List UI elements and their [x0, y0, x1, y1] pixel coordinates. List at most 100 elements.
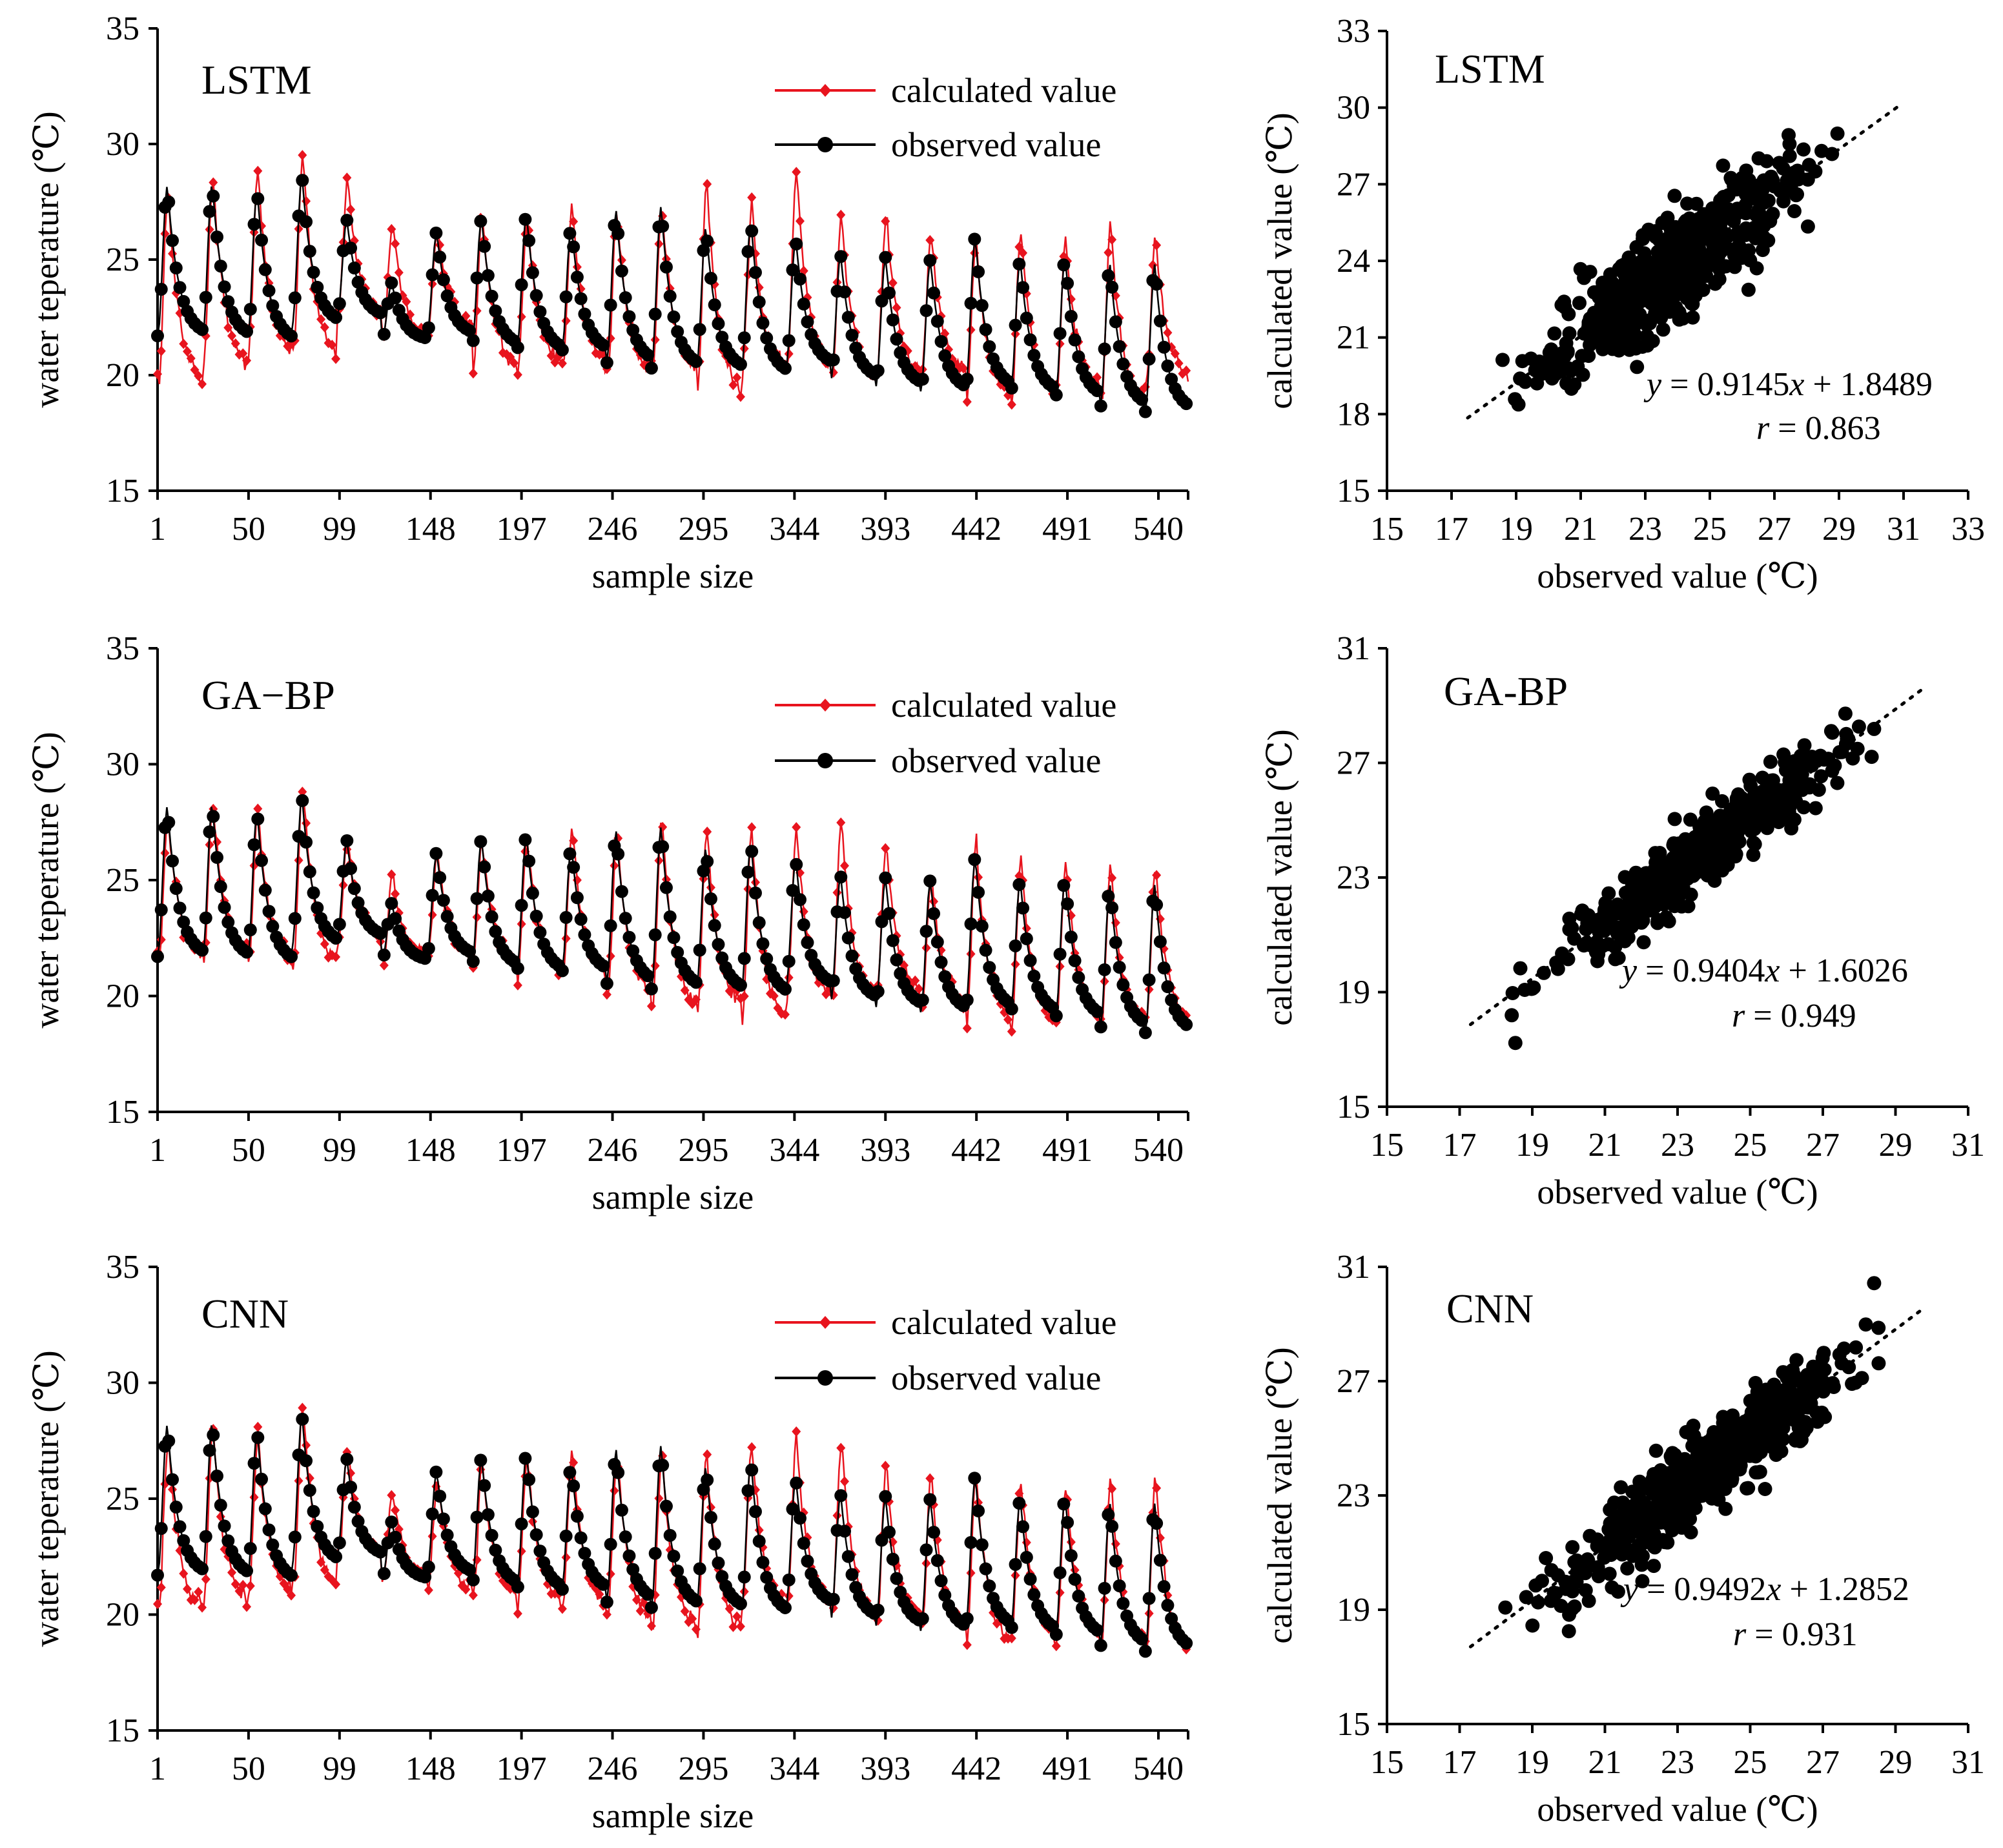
data-point [1741, 1481, 1756, 1495]
x-tick-label: 15 [1370, 511, 1404, 548]
observed-value-point [671, 1564, 684, 1577]
calculated-value-point [198, 1602, 207, 1613]
observed-value-point [708, 1537, 721, 1551]
x-tick-label: 29 [1822, 511, 1856, 548]
observed-value-point [641, 1588, 655, 1601]
data-point [1667, 189, 1682, 203]
observed-value-point [919, 925, 933, 938]
observed-value-point [311, 1519, 324, 1533]
x-tick-label: 50 [232, 1750, 265, 1787]
data-point [1686, 1419, 1701, 1433]
data-point [1567, 377, 1582, 392]
y-tick-label: 30 [106, 746, 139, 783]
regression-equation: y = 0.9492x + 1.2852 [1620, 1571, 1909, 1608]
data-point [1716, 1415, 1731, 1430]
calculated-value-point [735, 391, 745, 402]
x-tick-label: 23 [1628, 511, 1662, 548]
calculated-value-point [387, 223, 396, 234]
observed-value-point [841, 1550, 855, 1563]
calculated-value-point [795, 216, 805, 227]
data-point [1767, 1387, 1782, 1402]
observed-value-point [1012, 878, 1026, 891]
x-tick-label: 1 [149, 1132, 166, 1169]
observed-value-point [983, 340, 996, 353]
data-point [1601, 886, 1616, 901]
observed-value-point [422, 1560, 435, 1574]
observed-value-point [1009, 1557, 1022, 1571]
calculated-value-point [784, 1590, 794, 1601]
observed-value-point [177, 915, 190, 929]
data-point [1495, 353, 1510, 367]
x-tick-label: 15 [1370, 1744, 1404, 1781]
observed-value-point [1138, 1026, 1152, 1040]
calculated-value-point [387, 869, 396, 880]
calculated-value-point [513, 980, 522, 991]
observed-value-point [871, 985, 885, 998]
calculated-value-point [160, 228, 170, 239]
observed-value-point [693, 943, 706, 957]
observed-value-point [522, 234, 536, 247]
observed-value-point [756, 937, 770, 950]
data-point [1748, 1375, 1763, 1390]
calculated-value-point [320, 322, 329, 333]
data-point [1562, 922, 1577, 937]
observed-value-point [622, 310, 636, 323]
observed-value-point [1094, 1639, 1107, 1652]
x-tick-label: 19 [1499, 511, 1533, 548]
r-part: = 0.931 [1746, 1616, 1857, 1653]
observed-value-point [1161, 980, 1175, 994]
calculated-value-point [703, 826, 712, 837]
observed-value-point [351, 276, 365, 289]
y-tick-label: 23 [1337, 1477, 1370, 1514]
observed-value-point [440, 289, 454, 303]
observed-value-point [1053, 327, 1067, 340]
observed-value-point [418, 331, 432, 344]
data-point [1805, 750, 1820, 764]
x-tick-label: 491 [1042, 511, 1093, 548]
observed-value-point [474, 1453, 488, 1467]
observed-value-point [619, 291, 632, 304]
calculated-value-point [1107, 1483, 1117, 1494]
r-part: = 0.949 [1745, 998, 1856, 1034]
observed-value-point [526, 887, 539, 900]
observed-value-point [515, 1517, 528, 1531]
data-point [1729, 182, 1744, 197]
data-point [1811, 783, 1826, 797]
y-tick-label: 24 [1337, 243, 1370, 280]
observed-value-point [351, 896, 365, 910]
calculated-value-point [513, 1608, 522, 1619]
observed-value-point [845, 329, 859, 342]
observed-value-point [1072, 1589, 1085, 1603]
observed-value-point [894, 346, 907, 360]
legend: calculated value observed value [775, 71, 1116, 164]
data-point [1661, 914, 1676, 929]
data-point [1631, 1538, 1646, 1553]
data-point [1550, 961, 1565, 976]
data-point [1782, 174, 1796, 189]
observed-value-point [968, 853, 981, 867]
calculated-value-point [435, 240, 445, 251]
data-point [1787, 204, 1802, 218]
data-point [1780, 793, 1794, 808]
observed-value-point [1153, 314, 1167, 328]
data-point [1753, 208, 1768, 223]
calculated-value-point [650, 960, 660, 971]
calculated-value-point [227, 1567, 237, 1578]
observed-value-point [801, 1554, 814, 1568]
data-point [1525, 1618, 1540, 1633]
observed-value-point [790, 1476, 803, 1490]
calculated-value-point [298, 1402, 307, 1413]
regression-equation: y = 0.9404x + 1.6026 [1619, 952, 1908, 989]
data-point [1765, 207, 1780, 221]
data-point [1800, 219, 1815, 234]
observed-value-point [429, 847, 443, 860]
calculated-value-series [153, 1402, 1191, 1655]
observed-value-point [975, 299, 989, 313]
x-tick-label: 442 [951, 1750, 1001, 1787]
observed-value-point [385, 276, 398, 290]
data-point [1581, 349, 1596, 364]
y-tick-label: 25 [106, 241, 139, 278]
data-point [1728, 1416, 1743, 1431]
observed-value-point [214, 260, 227, 273]
observed-value-point [173, 901, 187, 915]
